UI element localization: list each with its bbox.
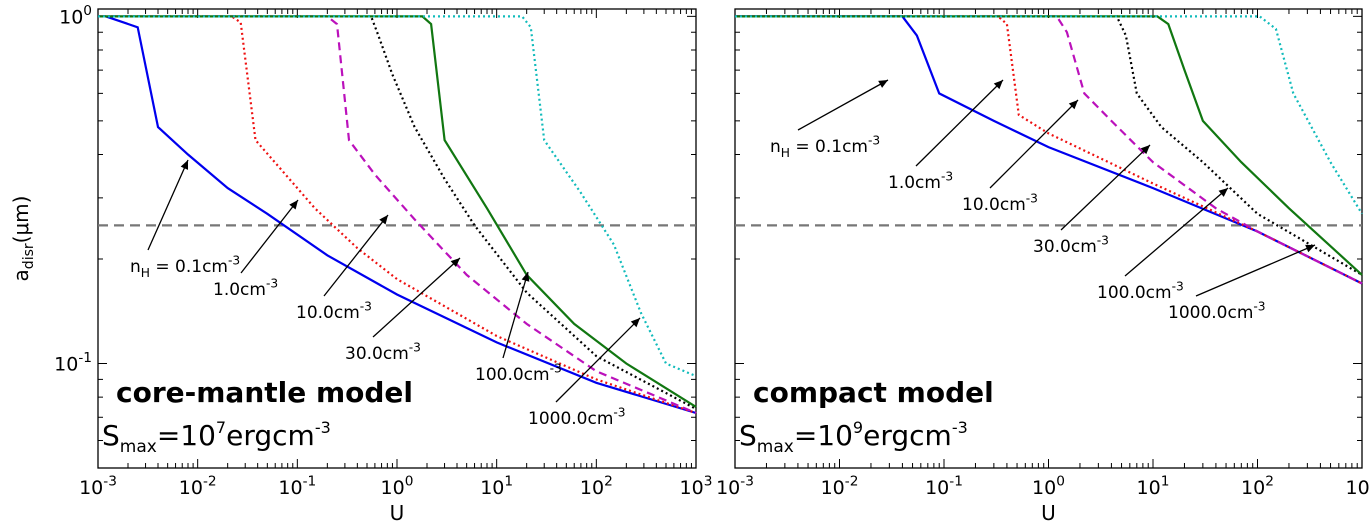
series-line	[735, 15, 1363, 285]
series-label: 30.0cm-3	[345, 340, 421, 364]
series-label: nH = 0.1cm-3	[130, 253, 240, 279]
x-tick-label: 100	[1032, 473, 1065, 499]
x-axis-label: U	[390, 501, 405, 525]
annotation-arrow	[989, 99, 1079, 189]
series-label: 1000.0cm-3	[528, 405, 626, 429]
arrowhead	[289, 200, 298, 210]
series-label: 30.0cm-3	[1033, 233, 1109, 257]
x-tick-label: 101	[480, 473, 513, 499]
arrowhead	[1305, 244, 1315, 253]
arrowhead	[993, 80, 1003, 90]
x-tick-label: 100	[381, 473, 414, 499]
series-label: 1.0cm-3	[213, 276, 278, 300]
series-line	[735, 15, 1363, 285]
annotation-arrow	[797, 79, 889, 131]
model-formula: Smax=107ergcm-3	[102, 418, 331, 457]
x-tick-label: 103	[1346, 473, 1369, 499]
arrowhead	[180, 160, 188, 170]
arrowhead	[450, 258, 460, 268]
annotation-arrow	[323, 214, 389, 297]
x-tick-label: 10-2	[821, 473, 859, 499]
model-formula: Smax=109ergcm-3	[739, 418, 968, 457]
x-tick-label: 10-2	[179, 473, 217, 499]
x-tick-label: 10-1	[925, 473, 963, 499]
arrowhead	[878, 80, 888, 88]
arrowhead	[630, 318, 640, 328]
annotation-arrow	[1124, 187, 1229, 277]
series-line	[735, 15, 1363, 276]
x-tick-label: 10-1	[278, 473, 316, 499]
arrowhead	[1140, 145, 1150, 155]
compact-panel: 10-3 10-2 10-1 100 101 102 103 UnH = 0.1cm-3 1.0…	[716, 8, 1369, 525]
annotation-arrow	[555, 317, 641, 403]
model-title: compact model	[753, 376, 994, 409]
x-tick-label: 10-3	[716, 473, 754, 499]
annotation-arrow	[240, 199, 299, 274]
series-label: 100.0cm-3	[1097, 279, 1184, 303]
model-title: core-mantle model	[116, 376, 413, 409]
annotation-arrow	[502, 271, 529, 359]
series-line	[98, 15, 697, 378]
series-label: 10.0cm-3	[296, 299, 372, 323]
annotation-arrow	[915, 79, 1004, 167]
arrowhead	[379, 215, 388, 225]
arrowhead	[521, 272, 530, 282]
annotation-arrow	[372, 257, 461, 338]
annotation-arrow	[1195, 244, 1316, 297]
arrowhead	[1068, 100, 1078, 110]
y-tick-label: 100	[59, 3, 92, 29]
core-mantle-panel: 10-3 10-2 10-1 100 101 102 10310-1100Uadisr(μm…	[9, 3, 712, 525]
series-label: 1000.0cm-3	[1168, 299, 1266, 323]
series-line	[98, 15, 697, 415]
series-line	[98, 15, 697, 408]
y-tick-label: 10-1	[54, 350, 92, 376]
series-label: 10.0cm-3	[962, 191, 1038, 215]
series-label: 100.0cm-3	[475, 361, 562, 385]
y-axis-label: adisr(μm)	[9, 196, 37, 282]
x-tick-label: 102	[1241, 473, 1274, 499]
series-line	[105, 15, 697, 415]
series-line	[735, 15, 1363, 215]
arrowhead	[1218, 188, 1228, 197]
x-tick-label: 101	[1137, 473, 1170, 499]
x-tick-label: 102	[580, 473, 613, 499]
series-line	[735, 15, 1363, 276]
series-label: nH = 0.1cm-3	[770, 133, 880, 159]
annotation-arrow	[1060, 144, 1151, 231]
x-tick-label: 103	[680, 473, 713, 499]
x-axis-label: U	[1041, 501, 1056, 525]
annotation-arrow	[147, 159, 189, 251]
series-label: 1.0cm-3	[888, 169, 953, 193]
series-line	[735, 15, 1363, 285]
series-line	[98, 15, 697, 415]
x-tick-label: 10-3	[79, 473, 117, 499]
